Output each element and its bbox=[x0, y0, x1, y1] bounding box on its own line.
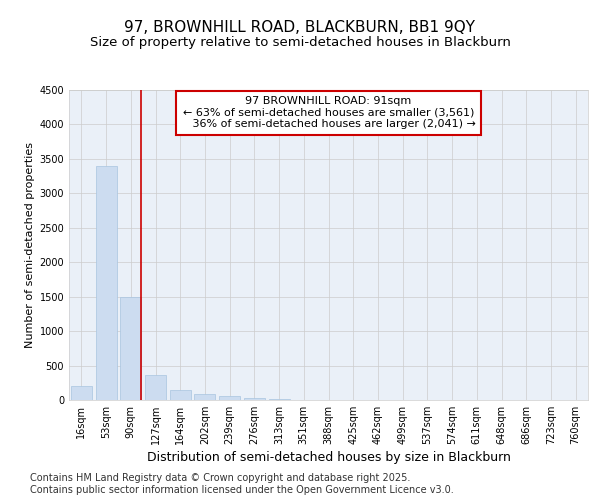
Text: Size of property relative to semi-detached houses in Blackburn: Size of property relative to semi-detach… bbox=[89, 36, 511, 49]
Bar bbox=[145, 374, 166, 400]
Bar bbox=[71, 386, 92, 400]
Bar bbox=[219, 396, 240, 400]
Y-axis label: Number of semi-detached properties: Number of semi-detached properties bbox=[25, 142, 35, 348]
Bar bbox=[194, 394, 215, 400]
Bar bbox=[95, 166, 116, 400]
Text: 97, BROWNHILL ROAD, BLACKBURN, BB1 9QY: 97, BROWNHILL ROAD, BLACKBURN, BB1 9QY bbox=[125, 20, 476, 35]
Bar bbox=[170, 390, 191, 400]
Bar bbox=[120, 296, 141, 400]
Text: 97 BROWNHILL ROAD: 91sqm
← 63% of semi-detached houses are smaller (3,561)
   36: 97 BROWNHILL ROAD: 91sqm ← 63% of semi-d… bbox=[182, 96, 475, 130]
Text: Contains HM Land Registry data © Crown copyright and database right 2025.
Contai: Contains HM Land Registry data © Crown c… bbox=[30, 474, 454, 495]
Bar bbox=[244, 398, 265, 400]
X-axis label: Distribution of semi-detached houses by size in Blackburn: Distribution of semi-detached houses by … bbox=[146, 451, 511, 464]
